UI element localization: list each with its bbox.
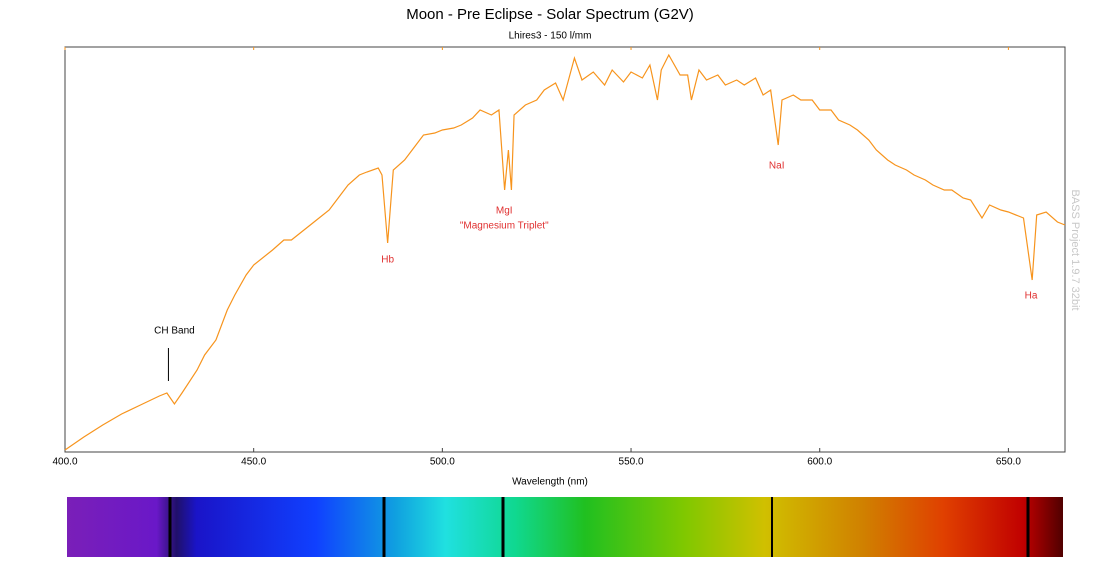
chart-subtitle: Lhires3 - 150 l/mm <box>509 31 592 42</box>
annotation: NaI <box>769 161 785 172</box>
annotation: Hb <box>381 255 394 266</box>
chart-title: Moon - Pre Eclipse - Solar Spectrum (G2V… <box>406 6 694 23</box>
annotation: MgI <box>496 206 513 217</box>
watermark: BASS Project 1.9.7 32bit <box>1069 189 1081 310</box>
x-tick-label: 400.0 <box>52 457 77 468</box>
x-tick-label: 600.0 <box>807 457 832 468</box>
annotation: Ha <box>1025 291 1038 302</box>
plot-frame <box>64 46 1066 453</box>
strip-lines <box>168 497 1030 557</box>
x-tick-label: 500.0 <box>430 457 455 468</box>
x-tick-label: 650.0 <box>996 457 1021 468</box>
annotation: "Magnesium Triplet" <box>460 221 549 232</box>
spectrum-strip <box>67 497 1063 557</box>
spectrum-line <box>64 53 1066 451</box>
annotation: CH Band <box>154 326 195 337</box>
x-tick-label: 450.0 <box>241 457 266 468</box>
x-axis-label: Wavelength (nm) <box>512 477 588 488</box>
x-tick-label: 550.0 <box>619 457 644 468</box>
